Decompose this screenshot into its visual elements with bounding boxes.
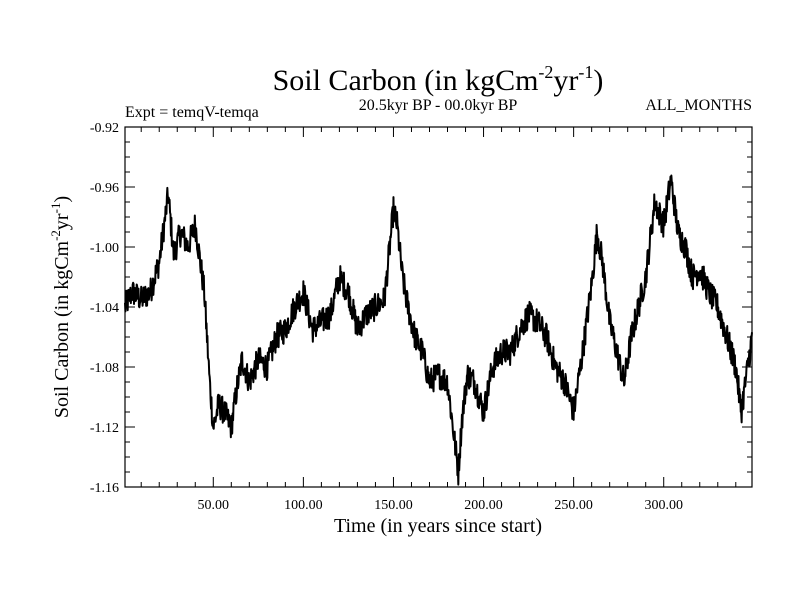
series-line-soil-carbon bbox=[124, 174, 753, 486]
subtitle-right: ALL_MONTHS bbox=[645, 97, 752, 114]
y-tick-label: -1.04 bbox=[90, 301, 119, 316]
x-axis-label: Time (in years since start) bbox=[334, 515, 542, 537]
title-sup-2: -1 bbox=[578, 62, 593, 82]
y-axis-label: Soil Carbon (in kgCm-2yr-1) bbox=[48, 196, 73, 418]
ylabel-sup-2: -1 bbox=[48, 203, 63, 214]
chart-title: Soil Carbon (in kgCm-2yr-1) bbox=[273, 62, 604, 97]
y-tick-label: -0.96 bbox=[90, 181, 119, 196]
x-tick-label: 50.00 bbox=[198, 498, 230, 513]
title-mid: yr bbox=[553, 64, 578, 97]
plot-frame bbox=[124, 126, 753, 488]
x-tick-label: 300.00 bbox=[644, 498, 683, 513]
subtitle-left: Expt = temqV-temqa bbox=[125, 104, 259, 121]
x-axis: 50.00 100.00 150.00 200.00 250.00 300.00 bbox=[140, 127, 737, 513]
y-tick-label: -1.00 bbox=[90, 241, 119, 256]
x-tick-label: 100.00 bbox=[284, 498, 323, 513]
ylabel-end: ) bbox=[51, 196, 73, 203]
y-tick-label: -1.16 bbox=[90, 481, 119, 496]
subtitle-center: 20.5kyr BP - 00.0kyr BP bbox=[359, 97, 518, 114]
y-axis: -0.92 -0.96 -1.00 -1.04 -1.08 -1.12 -1.16 bbox=[90, 121, 752, 496]
x-tick-label: 150.00 bbox=[374, 498, 413, 513]
y-tick-label: -1.08 bbox=[90, 361, 119, 376]
ylabel-mid: yr bbox=[51, 213, 73, 230]
y-tick-label: -1.12 bbox=[90, 421, 119, 436]
x-tick-label: 200.00 bbox=[464, 498, 503, 513]
ylabel-sup-1: -2 bbox=[48, 230, 63, 241]
title-main: Soil Carbon (in kgCm bbox=[273, 64, 539, 97]
y-tick-label: -0.92 bbox=[90, 121, 119, 136]
title-sup-1: -2 bbox=[538, 62, 553, 82]
x-tick-label: 250.00 bbox=[554, 498, 593, 513]
ylabel-main: Soil Carbon (in kgCm bbox=[51, 240, 73, 418]
title-end: ) bbox=[593, 64, 603, 97]
